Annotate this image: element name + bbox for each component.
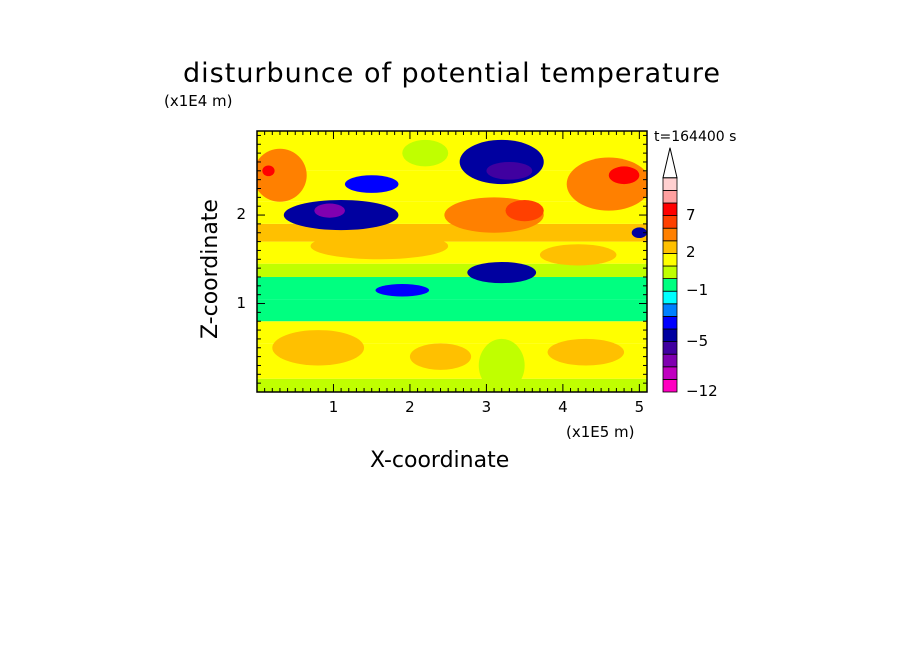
colorbar-segment: [662, 315, 678, 330]
chart-title: disturbunce of potential temperature: [183, 58, 721, 89]
z-tick-label: 1: [236, 293, 246, 312]
heatmap-field: [257, 131, 647, 392]
x-tick-label: 5: [634, 398, 645, 416]
colorbar-segment: [662, 215, 678, 229]
field-feature: [505, 200, 544, 222]
colorbar-segment: [662, 177, 678, 191]
colorbar-segment: [662, 378, 678, 393]
colorbar-segment: [662, 353, 678, 368]
colorbar-segment: [662, 303, 678, 317]
axis-ticks: [257, 131, 648, 392]
field-feature: [314, 203, 345, 218]
colorbar-segment: [662, 265, 678, 280]
field-feature: [375, 284, 430, 297]
z-tick-label: 2: [236, 205, 246, 224]
field-feature: [631, 227, 647, 239]
colorbar: [662, 147, 678, 393]
field-feature: [467, 261, 537, 284]
field-feature: [566, 157, 647, 211]
colorbar-segment: [662, 240, 678, 254]
colorbar-segment: [662, 290, 678, 305]
colorbar-segment: [662, 328, 678, 343]
colorbar-tick-label: −12: [686, 382, 718, 400]
field-band: [257, 378, 647, 392]
colorbar-tick-label: −1: [686, 281, 709, 300]
field-feature: [262, 165, 275, 177]
colorbar-tick-label: −5: [686, 331, 709, 350]
x-axis-label: X-coordinate: [370, 448, 510, 473]
time-label: t=164400 s: [654, 129, 737, 145]
field-feature: [478, 338, 525, 392]
colorbar-tick-label: 7: [686, 205, 696, 224]
colorbar-extend-arrow: [662, 147, 678, 179]
plot-frame: [256, 130, 648, 393]
field-feature: [257, 148, 307, 202]
colorbar-segment: [662, 227, 678, 242]
x-tick-label: 3: [481, 398, 492, 416]
z-axis-unit: (x1E4 m): [164, 92, 233, 110]
x-tick-label: 2: [405, 398, 415, 416]
field-feature: [486, 161, 533, 180]
field-feature: [539, 244, 617, 266]
x-tick-label: 4: [558, 398, 568, 416]
field-band: [257, 299, 647, 322]
x-tick-label: 1: [328, 398, 339, 416]
field-feature: [402, 139, 449, 167]
field-feature: [409, 343, 472, 370]
field-feature: [310, 232, 449, 260]
field-feature: [344, 175, 399, 193]
colorbar-segment: [662, 366, 678, 380]
field-feature: [272, 330, 365, 366]
field-feature: [608, 166, 640, 185]
field-band: [257, 263, 647, 277]
field-feature: [547, 338, 625, 366]
x-axis-unit: (x1E5 m): [566, 423, 635, 441]
colorbar-segment: [662, 189, 678, 204]
field-band: [257, 276, 647, 300]
colorbar-segment: [662, 202, 678, 217]
colorbar-segment: [662, 278, 678, 292]
colorbar-segment: [662, 252, 678, 267]
colorbar-tick-label: 2: [686, 243, 696, 262]
colorbar-segment: [662, 341, 678, 355]
